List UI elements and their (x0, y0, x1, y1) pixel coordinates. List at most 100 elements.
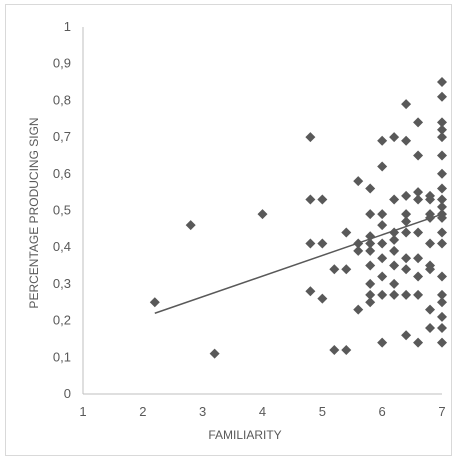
data-point (413, 117, 424, 128)
y-tick-label: 0,5 (53, 203, 71, 218)
data-point (389, 245, 400, 256)
data-point (341, 344, 352, 355)
data-point (401, 289, 412, 300)
y-axis-title: PERCENTAGE PRODUCING SIGN (27, 117, 41, 308)
data-point (401, 264, 412, 275)
data-point (341, 227, 352, 238)
data-point (401, 135, 412, 146)
data-point (329, 264, 340, 275)
x-tick-label: 6 (379, 404, 386, 419)
data-point (413, 150, 424, 161)
data-point (413, 337, 424, 348)
data-point (365, 278, 376, 289)
y-axis: 0 0,1 0,2 0,3 0,4 0,5 0,6 0,7 0,8 0,9 1 (53, 19, 84, 401)
data-point (377, 289, 388, 300)
data-point (365, 183, 376, 194)
data-point (389, 289, 400, 300)
data-point (149, 297, 160, 308)
data-point (257, 209, 268, 220)
y-tick-label: 0,6 (53, 166, 71, 181)
data-point (413, 271, 424, 282)
data-point (437, 117, 447, 128)
data-point (413, 187, 424, 198)
data-point (353, 176, 364, 187)
data-point (389, 132, 400, 143)
data-point (329, 344, 340, 355)
y-tick-label: 0 (64, 386, 71, 401)
data-point (413, 289, 424, 300)
data-point (425, 238, 436, 249)
data-point (389, 194, 400, 205)
data-point (437, 201, 447, 212)
data-point (437, 238, 447, 249)
x-axis-title: FAMILIARITY (208, 428, 281, 442)
data-point (377, 135, 388, 146)
data-point (425, 304, 436, 315)
data-point (413, 227, 424, 238)
data-point (377, 337, 388, 348)
data-point (437, 271, 447, 282)
data-point (377, 161, 388, 172)
data-point (437, 289, 447, 300)
data-point (185, 220, 196, 231)
data-point (413, 253, 424, 264)
data-point (365, 297, 376, 308)
data-points (149, 77, 447, 359)
y-tick-label: 0,9 (53, 56, 71, 71)
data-point (365, 231, 376, 242)
data-point (377, 271, 388, 282)
y-tick-label: 0,4 (53, 239, 71, 254)
data-point (425, 212, 436, 223)
data-point (401, 99, 412, 110)
data-point (401, 227, 412, 238)
data-point (317, 194, 328, 205)
y-tick-label: 1 (64, 19, 71, 34)
data-point (437, 311, 447, 322)
trendline (154, 213, 443, 314)
data-point (377, 253, 388, 264)
data-point (401, 190, 412, 201)
scatter-chart: 0 0,1 0,2 0,3 0,4 0,5 0,6 0,7 0,8 0,9 1 1 2 3 4 5 6 7 FA… (27, 19, 447, 442)
data-point (377, 238, 388, 249)
x-tick-label: 1 (79, 404, 86, 419)
data-point (437, 91, 447, 102)
y-tick-label: 0,8 (53, 92, 71, 107)
data-point (377, 209, 388, 220)
data-point (365, 289, 376, 300)
x-tick-label: 7 (438, 404, 445, 419)
data-point (389, 234, 400, 245)
data-point (389, 278, 400, 289)
data-point (305, 238, 316, 249)
data-point (353, 238, 364, 249)
data-point (437, 337, 447, 348)
data-point (305, 132, 316, 143)
data-point (425, 264, 436, 275)
data-point (437, 124, 447, 135)
data-point (401, 330, 412, 341)
data-point (305, 286, 316, 297)
y-tick-label: 0,1 (53, 349, 71, 364)
data-point (377, 220, 388, 231)
data-point (317, 238, 328, 249)
data-point (437, 227, 447, 238)
data-point (437, 297, 447, 308)
data-point (437, 183, 447, 194)
y-tick-label: 0,3 (53, 276, 71, 291)
x-tick-label: 5 (319, 404, 326, 419)
data-point (401, 209, 412, 220)
y-tick-label: 0,2 (53, 313, 71, 328)
x-tick-label: 4 (259, 404, 266, 419)
data-point (437, 168, 447, 179)
trendline-group (154, 213, 443, 314)
data-point (365, 260, 376, 271)
data-point (401, 216, 412, 227)
data-point (437, 77, 447, 88)
data-point (437, 150, 447, 161)
data-point (209, 348, 220, 359)
data-point (341, 264, 352, 275)
data-point (425, 194, 436, 205)
data-point (425, 322, 436, 333)
data-point (401, 253, 412, 264)
x-axis: 1 2 3 4 5 6 7 (79, 393, 446, 419)
data-point (437, 132, 447, 143)
